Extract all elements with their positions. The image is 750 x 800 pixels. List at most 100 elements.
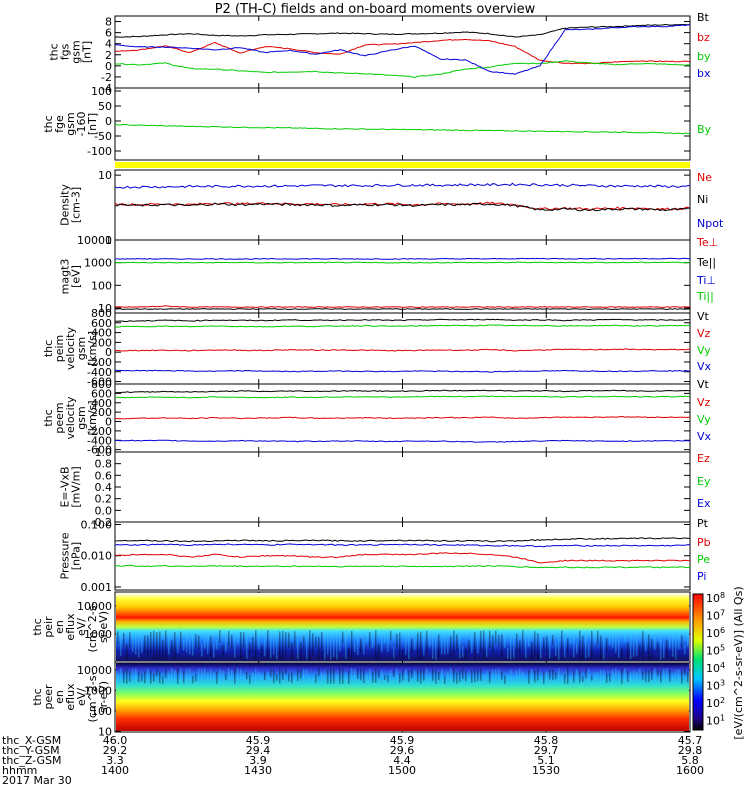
colorbar-tick-label: 105	[706, 644, 725, 658]
legend-By: By	[697, 123, 712, 136]
series-line-Vz	[114, 348, 690, 352]
panel-density: Density[cm-3]	[59, 169, 691, 241]
series-line-bz	[114, 38, 691, 65]
y-tick-label: 400	[91, 397, 112, 410]
panel-frame	[114, 87, 691, 161]
series-line-Vt	[114, 389, 691, 394]
y-tick-label: 600	[91, 387, 112, 400]
y-tick-label: -0.2	[91, 516, 112, 529]
legend-Vy: Vy	[697, 413, 711, 426]
y-axis-label-line: thc	[42, 409, 55, 426]
y-axis-label-line: (cm^2-s-	[86, 602, 99, 653]
y-tick-label: 400	[91, 327, 112, 340]
y-axis-label-line: thc	[42, 340, 55, 357]
series-line-Pe	[114, 564, 691, 569]
legend-Pe: Pe	[697, 553, 710, 566]
y-axis-label-line: (cm^2-s-	[86, 672, 99, 723]
series-line-Vy	[115, 395, 691, 399]
y-tick-label: 1000	[84, 257, 112, 270]
y-axis-label: Pressure[nPa]	[59, 532, 83, 579]
y-tick-label: 0	[105, 416, 112, 429]
legend-Te⊥: Te⊥	[696, 236, 718, 249]
legend-Vz: Vz	[697, 327, 711, 340]
series-line-Vx	[115, 439, 691, 443]
y-axis-label-line: -160	[75, 112, 88, 137]
y-tick-label: 0.010	[81, 550, 113, 563]
y-axis-label-line: [cm-3]	[70, 187, 83, 223]
y-tick-label: -50	[94, 130, 112, 143]
footer-value: 1530	[532, 764, 560, 777]
y-axis-label-line: Density	[59, 184, 72, 226]
y-axis-label: magt3[eV]	[59, 259, 83, 295]
legend-Ey: Ey	[697, 475, 711, 488]
y-tick-label: 1	[105, 234, 112, 247]
series-line-Vz	[114, 415, 691, 420]
footer-value: 1500	[388, 764, 416, 777]
series-line-Vt	[115, 318, 691, 323]
colorbar-tick-label: 106	[706, 626, 725, 640]
y-axis-label-line: peer	[42, 684, 55, 710]
y-axis-label-line: Pressure	[59, 532, 72, 579]
y-tick-label: 100	[91, 279, 112, 292]
footer-value: 45.9	[389, 734, 415, 747]
y-tick-label: -200	[87, 425, 112, 438]
y-axis-label-line: magt3	[59, 259, 72, 295]
footer-value: 5.8	[681, 754, 699, 767]
y-tick-label: 10000	[77, 600, 112, 613]
footer-value: 1430	[244, 764, 272, 777]
footer-value: 29.7	[533, 744, 559, 757]
y-tick-label: 2	[105, 49, 112, 62]
y-axis-label-line: thc	[48, 43, 61, 60]
y-tick-label: 0.4	[95, 481, 113, 494]
legend-Vx: Vx	[697, 430, 712, 443]
y-axis-label-line: fge	[53, 115, 66, 133]
y-tick-label: -600	[87, 444, 112, 457]
y-tick-label: 0.6	[95, 469, 113, 482]
series-line-Vy	[114, 324, 691, 328]
y-tick-label: 600	[91, 317, 112, 330]
colorbar-label: [eV/(cm^2-s-sr-eV)] (All Qs)	[732, 586, 745, 739]
colorbar-tick-label: 101	[706, 714, 725, 728]
y-tick-label: 8	[105, 16, 112, 29]
legend-Ne: Ne	[697, 171, 712, 184]
series-line-Bt	[114, 23, 691, 38]
colorbar-tick-label: 104	[706, 661, 725, 675]
series-line-Te⊥	[114, 305, 691, 308]
y-tick-label: 50	[98, 100, 112, 113]
legend-Vt: Vt	[697, 310, 710, 323]
y-tick-label: -400	[87, 434, 112, 447]
y-tick-label: 0	[105, 60, 112, 73]
y-tick-label: 4	[105, 38, 112, 51]
legend-Vz: Vz	[697, 396, 711, 409]
footer-value: 29.6	[389, 744, 415, 757]
y-tick-label: 100	[91, 85, 112, 98]
footer-value: 29.2	[102, 744, 128, 757]
y-tick-label: 800	[91, 378, 112, 391]
series-line-Pt	[114, 537, 691, 543]
y-axis-label-line: eV/	[75, 688, 88, 706]
legend-Pi: Pi	[697, 570, 706, 583]
series-line-Ti⊥	[114, 257, 691, 260]
panel-pressure: Pressure[nPa]	[59, 521, 691, 591]
series-line-Npot	[114, 182, 691, 189]
y-axis-label: E=-VxB[mV/m]	[59, 466, 83, 507]
footer-value: 45.9	[245, 734, 271, 747]
y-tick-label: 0.001	[81, 581, 113, 594]
series-line-Ni	[115, 202, 691, 212]
y-axis-label-line: E=-VxB	[59, 466, 72, 507]
colorbar: 108 107 106 105 104 103 102 101 [eV/(cm^2-s-sr-e…	[692, 586, 745, 740]
footer-value: 5.1	[537, 754, 555, 767]
y-tick-label: -600	[87, 376, 112, 389]
series-line-by	[115, 60, 690, 78]
legend-Te||: Te||	[696, 256, 716, 269]
y-axis-label-line: thc	[31, 618, 44, 635]
footer-value: 45.8	[533, 734, 559, 747]
footer-value: 29.8	[677, 744, 703, 757]
y-axis-label-line: fgs	[59, 43, 72, 60]
footer-row-label: thc_X-GSM	[2, 734, 62, 747]
